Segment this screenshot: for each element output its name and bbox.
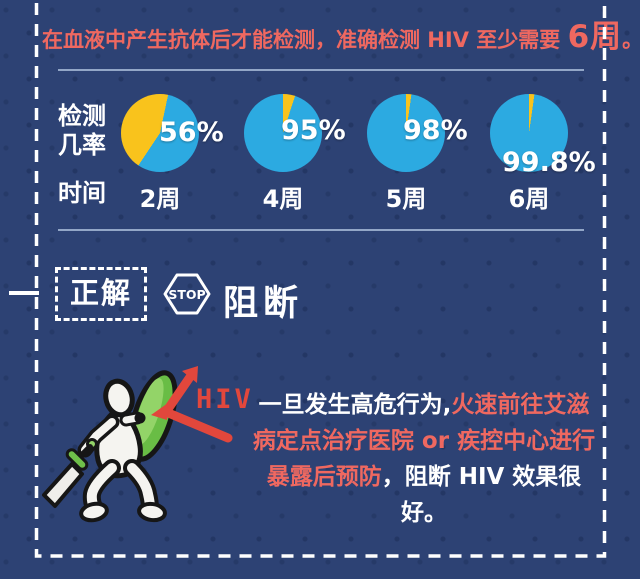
- left-tick-line: [9, 291, 39, 295]
- header-text: 在血液中产生抗体后才能检测，准确检测 HIV 至少需要: [42, 28, 568, 52]
- advice-line-1: 一旦发生高危行为,火速前往艾滋: [258, 392, 590, 418]
- advice-line-3: 暴露后预防，阻断 HIV 效果很好。: [266, 464, 582, 526]
- correct-answer-label: 正解: [69, 276, 132, 310]
- fist-on-shield: [134, 412, 146, 424]
- time-label: 时间: [58, 179, 106, 207]
- header-period: 。: [622, 28, 640, 52]
- time-week2: 2周: [139, 185, 181, 213]
- pie-value-week5: 98%: [403, 115, 468, 146]
- block-action-label: 阻断: [223, 284, 304, 324]
- correct-answer-box: 正解: [55, 267, 147, 321]
- advice-text: 一旦发生高危行为,火速前往艾滋 病定点治疗医院 or 疾控中心进行 暴露后预防，…: [250, 387, 598, 531]
- advice-line-2: 病定点治疗医院 or 疾控中心进行: [252, 428, 596, 454]
- header-sentence: 在血液中产生抗体后才能检测，准确检测 HIV 至少需要 6周。: [42, 18, 640, 59]
- stop-sign-text: STOP: [168, 287, 205, 302]
- pie-value-week4: 95%: [281, 115, 346, 146]
- pie-value-week6: 99.8%: [502, 147, 596, 178]
- pie-value-week2: 56%: [159, 117, 224, 148]
- divider-middle: [58, 229, 584, 231]
- header-highlight-6weeks: 6周: [567, 19, 623, 55]
- time-week4: 4周: [262, 185, 304, 213]
- divider-top: [58, 69, 584, 71]
- time-week5: 5周: [385, 185, 427, 213]
- detection-rate-label: 检测几率: [58, 102, 106, 159]
- hiv-virus-label: HIV: [196, 384, 254, 415]
- time-week6: 6周: [508, 185, 550, 213]
- stop-sign-icon: STOP: [163, 273, 211, 315]
